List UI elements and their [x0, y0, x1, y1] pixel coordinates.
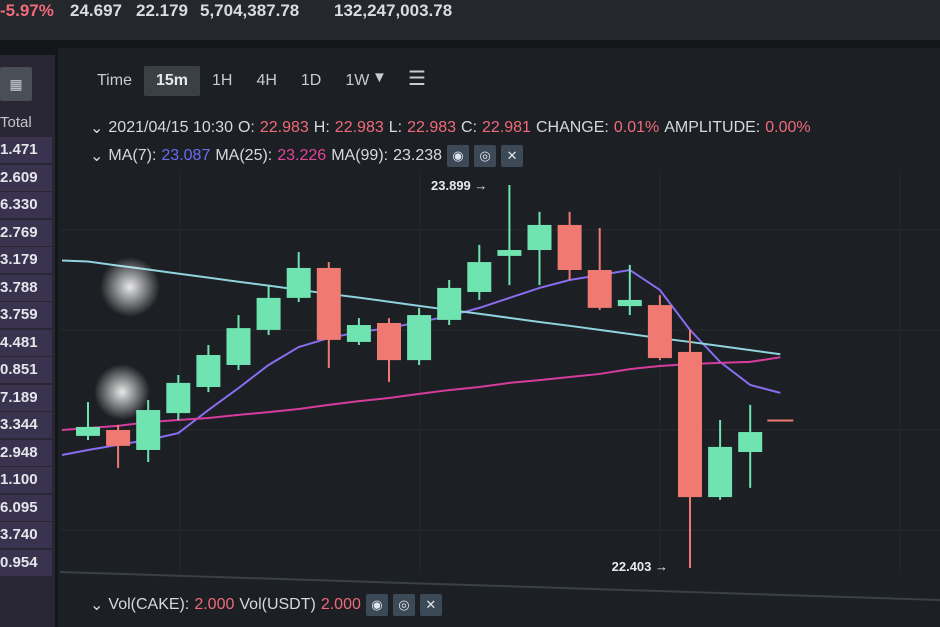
ticker-volume-usdt: 132,247,003.78	[334, 1, 453, 20]
sliders-icon[interactable]: ☰	[408, 68, 426, 90]
tab-1w[interactable]: 1W	[345, 72, 370, 89]
vol-cake-value: 2.000	[194, 596, 235, 613]
high-label: H:	[313, 119, 330, 136]
ticker-change: -5.97%	[0, 1, 54, 20]
amplitude-label: AMPLITUDE:	[664, 119, 761, 136]
total-row: 6.095	[0, 494, 52, 521]
eye-icon[interactable]: ◉	[447, 145, 470, 167]
amplitude-value: 0.00%	[765, 119, 811, 136]
ma7-value: 23.087	[161, 147, 211, 164]
total-row: 1.100	[0, 467, 52, 493]
vol-usdt-label: Vol(USDT)	[239, 596, 316, 613]
vol-cake-label: Vol(CAKE):	[108, 596, 190, 613]
tab-15m[interactable]: 15m	[143, 66, 200, 96]
collapse-chevron-icon[interactable]: ⌄	[90, 148, 104, 165]
close-icon[interactable]: ✕	[419, 594, 442, 616]
change-value: 0.01%	[613, 119, 660, 136]
collapse-chevron-icon[interactable]: ⌄	[90, 120, 104, 137]
total-row: 3.788	[0, 274, 52, 301]
total-header: Total	[0, 114, 32, 131]
settings-icon[interactable]: ◎	[474, 145, 497, 167]
total-row: 1.471	[0, 137, 52, 163]
total-row: 2.609	[0, 164, 52, 191]
close-label: C:	[461, 119, 478, 136]
eye-icon[interactable]: ◉	[365, 594, 388, 616]
ohlc-info: ⌄ 2021/04/15 10:30 O: 22.983 H: 22.983 L: 2…	[90, 118, 811, 138]
total-row: 7.189	[0, 384, 52, 411]
total-row: 3.179	[0, 247, 52, 273]
total-row: 0.954	[0, 549, 52, 576]
low-label: L:	[388, 119, 403, 136]
total-row: 0.851	[0, 357, 52, 383]
change-label: CHANGE:	[535, 119, 609, 136]
ticker-volume-cake: 5,704,387.78	[200, 1, 300, 20]
ticker-bar: -5.97% 24.697 22.179 5,704,387.78 132,24…	[0, 0, 940, 40]
ma-info: ⌄ MA(7): 23.087 MA(25): 23.226 MA(99): 23.2…	[90, 145, 524, 167]
settings-icon[interactable]: ◎	[392, 594, 415, 616]
close-value: 22.981	[482, 119, 531, 136]
ticker-high: 24.697	[70, 1, 122, 20]
volume-info: ⌄ Vol(CAKE): 2.000 Vol(USDT) 2.000 ◉ ◎ ✕	[90, 594, 442, 616]
datetime: 2021/04/15 10:30	[108, 119, 233, 136]
low-value: 22.983	[407, 119, 457, 136]
ticker-low: 22.179	[136, 1, 188, 20]
tab-1h[interactable]: 1H	[212, 72, 233, 89]
total-row: 6.330	[0, 192, 52, 218]
tab-1d[interactable]: 1D	[300, 72, 322, 89]
total-row: 3.740	[0, 522, 52, 548]
calculator-icon[interactable]: ▦	[0, 67, 32, 101]
total-row: 3.759	[0, 302, 52, 328]
close-icon[interactable]: ✕	[501, 145, 524, 167]
ma99-value: 23.238	[393, 147, 443, 164]
total-row: 3.344	[0, 412, 52, 438]
tab-time[interactable]: Time	[97, 72, 132, 89]
high-value: 22.983	[334, 119, 384, 136]
open-label: O:	[237, 119, 255, 136]
interval-tabs: Time 15m 1H 4H 1D 1W	[85, 66, 381, 96]
tab-4h[interactable]: 4H	[256, 72, 277, 89]
total-row: 2.948	[0, 439, 52, 466]
total-row: 2.769	[0, 219, 52, 246]
collapse-chevron-icon[interactable]: ⌄	[90, 597, 104, 614]
caret-down-icon[interactable]: ▼	[372, 69, 387, 86]
ma25-label: MA(25):	[215, 147, 273, 164]
ma25-value: 23.226	[277, 147, 327, 164]
vol-usdt-value: 2.000	[320, 596, 361, 613]
total-row: 4.481	[0, 329, 52, 356]
ma7-label: MA(7):	[108, 147, 157, 164]
order-book-column: ▦ Total 1.471 2.609 6.330 2.769 3.179 3.788 3.…	[0, 55, 55, 627]
ma99-label: MA(99):	[331, 147, 389, 164]
open-value: 22.983	[259, 119, 309, 136]
